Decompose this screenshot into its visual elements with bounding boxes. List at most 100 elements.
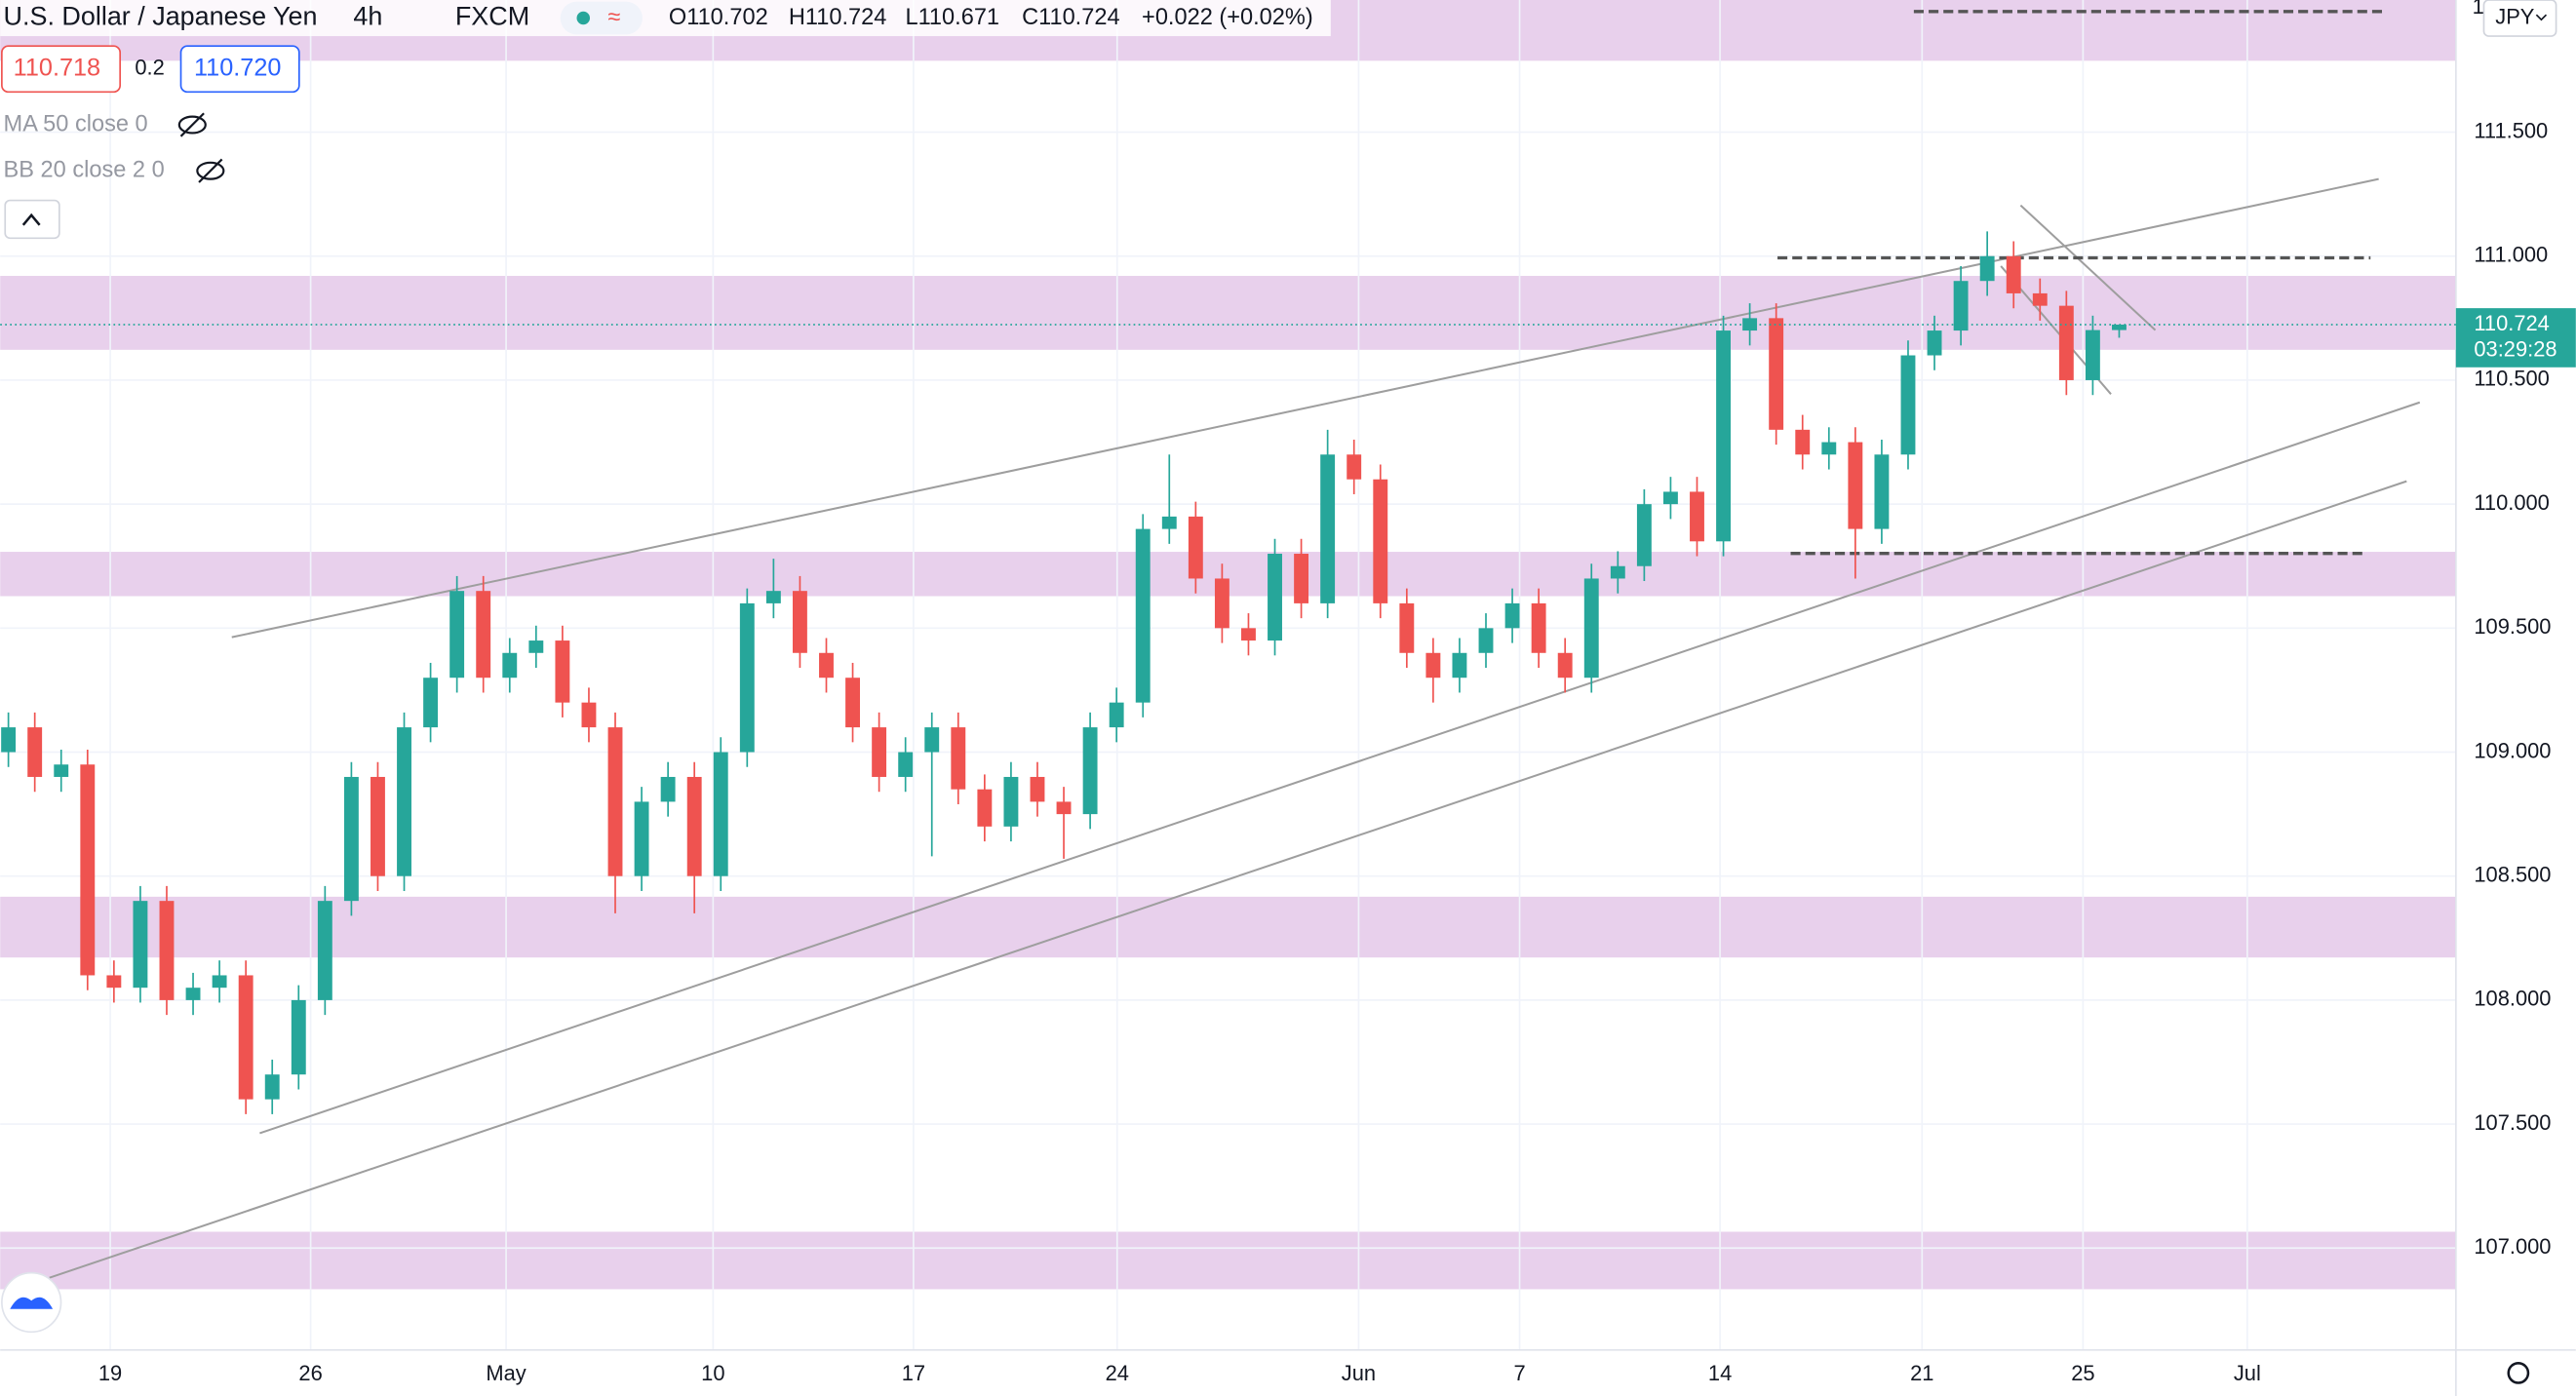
collapse-button[interactable]: [4, 199, 60, 240]
candle-body: [1953, 281, 1969, 331]
candle-body: [317, 901, 332, 1000]
candle-body: [1320, 454, 1336, 603]
ohlc-low: L110.671: [905, 4, 999, 29]
y-tick-label: 107.500: [2474, 1110, 2551, 1135]
candle-body: [238, 975, 254, 1100]
candle-body: [2085, 330, 2100, 380]
candle-body: [423, 678, 439, 728]
channel-line: [2019, 204, 2157, 331]
x-tick-label: 25: [2071, 1361, 2094, 1385]
y-tick-label: 108.000: [2474, 987, 2551, 1011]
x-tick-label: 24: [1106, 1361, 1129, 1385]
candle-body: [607, 727, 623, 876]
candle-body: [1716, 330, 1731, 542]
candle-body: [1241, 628, 1256, 641]
zones: [0, 0, 2456, 1290]
exchange: FXCM: [455, 2, 529, 31]
candle-body: [792, 591, 807, 653]
indicator-bb: BB 20 close 2 0: [4, 156, 165, 181]
candle-body: [977, 789, 993, 827]
candle-body: [739, 602, 755, 753]
currency: JPY: [2495, 4, 2535, 28]
candle-body: [2006, 255, 2021, 293]
trend-line: [231, 177, 2379, 639]
symbol: U.S. Dollar / Japanese Yen: [4, 2, 318, 31]
eye-icon[interactable]: [196, 161, 225, 180]
ohlc-close: C110.724: [1022, 4, 1120, 29]
candle-body: [291, 999, 306, 1075]
candle-body: [660, 776, 676, 802]
x-tick-label: 17: [902, 1361, 925, 1385]
candle-body: [528, 640, 544, 653]
candle-body: [1452, 652, 1467, 679]
candle-body: [951, 727, 966, 790]
axes: 107.000 107.500 108.000 108.500 109.000 109.5…: [0, 118, 2576, 1385]
candle-body: [1030, 776, 1045, 802]
trend-line: [259, 401, 2421, 1135]
candle-body: [1979, 255, 1995, 282]
y-tick-label: 110.000: [2474, 490, 2550, 515]
candle-body: [581, 702, 597, 728]
candle-body: [1003, 776, 1019, 827]
settings-icon[interactable]: [2507, 1362, 2530, 1384]
eye-icon[interactable]: [177, 115, 207, 135]
candle-body: [371, 776, 385, 876]
candle-body: [159, 901, 175, 1000]
last-price-box: [2455, 308, 2576, 368]
candle-body: [1662, 491, 1678, 505]
sell-button[interactable]: [1, 45, 122, 94]
candle-body: [1268, 554, 1282, 641]
candle-body: [133, 901, 148, 989]
candle-body: [2058, 305, 2074, 380]
candle-body: [54, 764, 69, 777]
indicator-icon: ≈: [608, 4, 621, 29]
candle-body: [1874, 454, 1890, 529]
status-pill[interactable]: [560, 1, 643, 35]
x-tick-label: Jul: [2234, 1361, 2261, 1385]
candle-body: [106, 975, 122, 989]
candle-body: [1082, 727, 1098, 815]
candle-body: [1294, 554, 1309, 603]
candle-body: [1, 727, 17, 753]
candle-body: [1900, 355, 1916, 455]
candle-body: [924, 727, 940, 753]
top-cut-label: 1: [2473, 0, 2484, 19]
candle-body: [212, 975, 227, 989]
candle-body: [634, 801, 649, 876]
y-tick-label: 107.000: [2474, 1234, 2551, 1259]
candle-body: [476, 591, 491, 679]
candle-body: [1504, 602, 1520, 629]
candle-body: [713, 752, 728, 876]
eye-slash: [179, 112, 205, 137]
candle-body: [80, 764, 96, 976]
candle-body: [264, 1074, 280, 1100]
candle-body: [2032, 292, 2048, 306]
candle-body: [686, 776, 702, 876]
spread: 0.2: [135, 56, 164, 80]
y-tick-label: 111.500: [2474, 118, 2548, 142]
candle-body: [27, 727, 43, 777]
candle-body: [819, 652, 834, 679]
zone: [0, 896, 2456, 958]
candle-body: [1795, 429, 1811, 455]
candle-body: [555, 640, 570, 703]
buy-button[interactable]: [179, 45, 300, 94]
trend-line: [49, 480, 2407, 1279]
candle-body: [1610, 565, 1625, 579]
candle-body: [2112, 324, 2127, 330]
hidden-icons: [177, 112, 225, 183]
ohlc-open: O110.702: [669, 4, 768, 29]
candle-body: [1214, 578, 1229, 629]
settings: [2507, 1362, 2530, 1384]
x-tick-label: Jun: [1342, 1361, 1376, 1385]
x-tick-label: 10: [701, 1361, 724, 1385]
ohlc-high: H110.724: [789, 4, 887, 29]
candle-body: [898, 752, 914, 777]
x-tick-label: May: [486, 1361, 526, 1385]
x-tick-label: 19: [98, 1361, 122, 1385]
x-tick-label: 26: [298, 1361, 322, 1385]
currency-button[interactable]: [2482, 0, 2557, 37]
candle-body: [1056, 801, 1072, 815]
candle-body: [1347, 454, 1362, 480]
